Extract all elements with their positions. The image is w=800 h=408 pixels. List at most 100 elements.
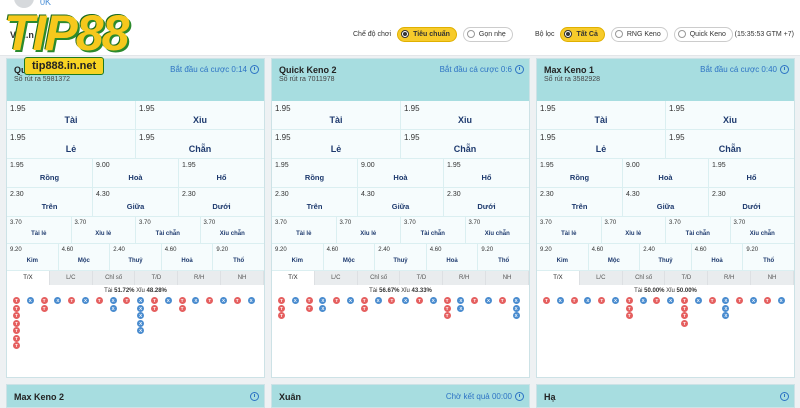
bet-option[interactable]: 9.20 Thổ [213, 244, 264, 270]
bet-option[interactable]: 3.70 Tài lẻ [7, 217, 72, 243]
bet-option[interactable]: 3.70 Xỉu lẻ [601, 217, 666, 243]
filter-quick-radio[interactable]: Quick Keno [673, 26, 733, 42]
bet-name: Tài [594, 115, 608, 125]
panel-header-lower[interactable]: Max Keno 2 [6, 384, 265, 408]
tab-5[interactable]: NH [486, 271, 529, 285]
bet-option[interactable]: 4.60 Hoả [426, 244, 479, 270]
bet-option[interactable]: 3.70 Tài chẵn [136, 217, 201, 243]
tab-1[interactable]: L/C [50, 271, 93, 285]
bet-option[interactable]: 1.95 Xỉu [666, 101, 794, 129]
bet-option[interactable]: 4.60 Mộc [323, 244, 376, 270]
result-ball: X [722, 312, 730, 319]
tab-4[interactable]: R/H [178, 271, 222, 285]
mode-standard-radio[interactable]: Tiêu chuẩn [397, 26, 457, 42]
tab-2[interactable]: Chỉ số [623, 271, 666, 285]
filter-all-radio[interactable]: Tất Cả [560, 26, 605, 42]
bet-option[interactable]: 2.30 Dưới [444, 188, 529, 216]
bet-option[interactable]: 3.70 Tài chẵn [666, 217, 731, 243]
mode-light-radio[interactable]: Gọn nhẹ [462, 26, 513, 42]
bet-option[interactable]: 3.70 Xỉu lẻ [336, 217, 401, 243]
radio-dot-icon [564, 30, 573, 38]
bet-option[interactable]: 1.95 Lẻ [7, 130, 136, 158]
bet-option[interactable]: 1.95 Hổ [709, 159, 794, 187]
tab-2[interactable]: Chỉ số [358, 271, 401, 285]
tab-1[interactable]: L/C [315, 271, 358, 285]
bet-option[interactable]: 2.40 Thuỷ [640, 244, 692, 270]
tab-3[interactable]: T/D [135, 271, 179, 285]
alarm-icon [515, 65, 524, 74]
bet-option[interactable]: 1.95 Hổ [179, 159, 264, 187]
odds-value: 2.30 [540, 191, 554, 198]
bet-option[interactable]: 3.70 Xỉu lẻ [71, 217, 136, 243]
bet-option[interactable]: 9.00 Hoà [93, 159, 179, 187]
result-column: T [206, 297, 214, 305]
tab-1[interactable]: L/C [580, 271, 623, 285]
bet-option[interactable]: 3.70 Tài lẻ [537, 217, 602, 243]
bet-option[interactable]: 1.95 Chẵn [136, 130, 264, 158]
bet-option[interactable]: 3.70 Tài lẻ [272, 217, 337, 243]
bet-option[interactable]: 9.20 Kim [272, 244, 324, 270]
bet-option[interactable]: 2.30 Trên [272, 188, 358, 216]
bet-option[interactable]: 4.60 Hoả [161, 244, 214, 270]
tab-0[interactable]: T/X [537, 271, 580, 285]
odds-value: 4.30 [96, 191, 110, 198]
bet-option[interactable]: 9.20 Kim [537, 244, 589, 270]
tab-3[interactable]: T/D [400, 271, 444, 285]
panel-header-lower[interactable]: Hạ [536, 384, 795, 408]
tab-0[interactable]: T/X [272, 271, 315, 285]
tab-4[interactable]: R/H [708, 271, 752, 285]
bet-option[interactable]: 2.30 Trên [537, 188, 623, 216]
panel-header[interactable]: Max Keno 1 Số rút ra 3582928 Bắt đầu cá cư… [537, 59, 794, 101]
panel-header-lower[interactable]: Xuân Chờ kết quả 00:00 [271, 384, 530, 408]
bet-option[interactable]: 9.00 Hoà [623, 159, 709, 187]
avatar[interactable] [14, 0, 34, 8]
bet-option[interactable]: 3.70 Xỉu chẵn [730, 217, 794, 243]
bet-option[interactable]: 2.40 Thuỷ [110, 244, 162, 270]
bet-option[interactable]: 2.30 Trên [7, 188, 93, 216]
bet-option[interactable]: 1.95 Rồng [537, 159, 623, 187]
bet-option[interactable]: 2.40 Thuỷ [375, 244, 427, 270]
bet-option[interactable]: 4.30 Giữa [93, 188, 179, 216]
bet-name: Mộc [607, 258, 620, 264]
bet-option[interactable]: 3.70 Xỉu chẵn [200, 217, 264, 243]
result-ball: X [137, 319, 145, 327]
bet-option[interactable]: 1.95 Tài [537, 101, 666, 129]
result-ball: X [54, 297, 62, 304]
bet-option[interactable]: 1.95 Xỉu [401, 101, 529, 129]
bet-option[interactable]: 9.20 Thổ [743, 244, 794, 270]
bet-name: Tài lẻ [561, 231, 577, 237]
bet-option[interactable]: 1.95 Lẻ [272, 130, 401, 158]
tab-5[interactable]: NH [221, 271, 264, 285]
result-ball: X [639, 297, 647, 304]
bet-option[interactable]: 1.95 Rồng [272, 159, 358, 187]
bet-option[interactable]: 1.95 Chẵn [666, 130, 794, 158]
bet-option[interactable]: 4.60 Mộc [588, 244, 641, 270]
bet-option[interactable]: 1.95 Chẵn [401, 130, 529, 158]
bet-option[interactable]: 3.70 Xỉu chẵn [465, 217, 529, 243]
bet-option[interactable]: 1.95 Lẻ [537, 130, 666, 158]
panel-header[interactable]: Quick Keno 2 Số rút ra 7011978 Bắt đầu cá … [272, 59, 529, 101]
bet-option[interactable]: 9.20 Thổ [478, 244, 529, 270]
tab-2[interactable]: Chỉ số [93, 271, 136, 285]
bet-option[interactable]: 4.30 Giữa [358, 188, 444, 216]
tab-4[interactable]: R/H [443, 271, 487, 285]
bet-option[interactable]: 4.30 Giữa [623, 188, 709, 216]
bet-option[interactable]: 4.60 Hoả [691, 244, 744, 270]
tab-3[interactable]: T/D [665, 271, 709, 285]
bet-option[interactable]: 2.30 Dưới [179, 188, 264, 216]
bet-option[interactable]: 4.60 Mộc [58, 244, 111, 270]
site-logo[interactable]: TIP88 tip888.in.net [4, 2, 154, 78]
bet-option[interactable]: 1.95 Tài [272, 101, 401, 129]
bet-option[interactable]: 9.00 Hoà [358, 159, 444, 187]
bet-option[interactable]: 1.95 Hổ [444, 159, 529, 187]
tab-0[interactable]: T/X [7, 271, 50, 285]
bet-option[interactable]: 9.20 Kim [7, 244, 59, 270]
bet-option[interactable]: 2.30 Dưới [709, 188, 794, 216]
filter-rng-radio[interactable]: RNG Keno [610, 26, 668, 42]
bet-option[interactable]: 1.95 Rồng [7, 159, 93, 187]
bet-option[interactable]: 1.95 Xỉu [136, 101, 264, 129]
tab-5[interactable]: NH [751, 271, 794, 285]
bet-option[interactable]: 3.70 Tài chẵn [401, 217, 466, 243]
bet-option[interactable]: 1.95 Tài [7, 101, 136, 129]
